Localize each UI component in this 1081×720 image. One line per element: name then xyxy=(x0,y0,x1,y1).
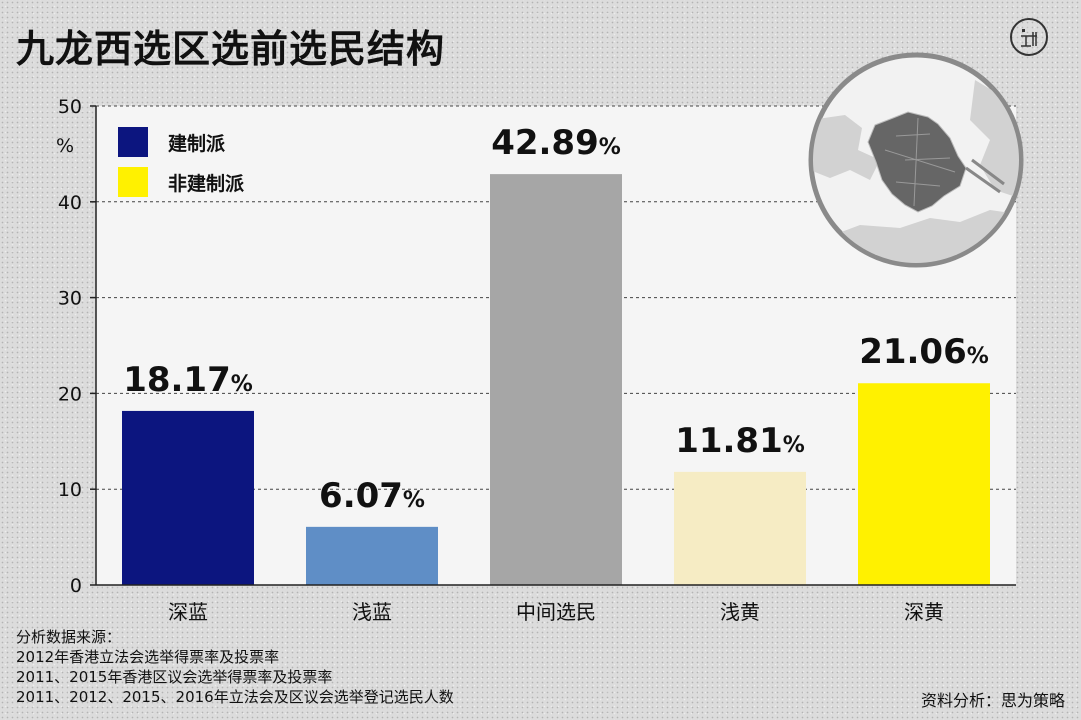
data-label-value: 18.17 xyxy=(123,360,231,400)
data-label-unit: % xyxy=(231,372,253,397)
y-tick-label: 20 xyxy=(58,383,82,405)
x-tick-label: 中间选民 xyxy=(516,600,596,624)
bar xyxy=(306,526,438,585)
bars xyxy=(122,174,990,585)
data-label: 21.06% xyxy=(859,332,989,372)
data-label-unit: % xyxy=(783,433,805,458)
y-tick-label: 0 xyxy=(70,575,82,597)
data-label-value: 6.07 xyxy=(319,476,403,516)
data-label-unit: % xyxy=(403,488,425,513)
legend-swatch xyxy=(118,167,148,197)
data-sources: 分析数据来源： 2012年香港立法会选举得票率及投票率 2011、2015年香港… xyxy=(16,627,454,707)
legend-item-pro-establishment: 建制派 xyxy=(118,122,244,162)
legend-label: 非建制派 xyxy=(168,172,245,195)
y-axis-unit: % xyxy=(56,135,74,157)
y-tick-label: 30 xyxy=(58,288,82,310)
source-line: 2011、2012、2015、2016年立法会及区议会选举登记选民人数 xyxy=(16,688,454,706)
x-tick-label: 深黄 xyxy=(904,600,944,624)
y-tick-label: 50 xyxy=(58,96,82,118)
legend-swatch xyxy=(118,127,148,157)
y-tick-label: 10 xyxy=(58,479,82,501)
sources-heading: 分析数据来源： xyxy=(16,628,122,646)
data-label-value: 11.81 xyxy=(675,421,783,461)
y-axis: 0 10 20 30 40 50 xyxy=(58,96,96,597)
category-labels: 深蓝 浅蓝 中间选民 浅黄 深黄 xyxy=(168,600,944,624)
legend-item-non-establishment: 非建制派 xyxy=(118,162,244,202)
data-label: 42.89% xyxy=(491,123,621,163)
data-label-value: 42.89 xyxy=(491,123,599,163)
data-label-value: 21.06 xyxy=(859,332,967,372)
data-label-unit: % xyxy=(599,135,621,160)
source-line: 2011、2015年香港区议会选举得票率及投票率 xyxy=(16,668,333,686)
source-line: 2012年香港立法会选举得票率及投票率 xyxy=(16,648,280,666)
x-tick-label: 深蓝 xyxy=(168,600,208,624)
bar xyxy=(490,174,622,585)
analysis-credit: 资料分析：思为策略 xyxy=(920,691,1065,710)
bar xyxy=(674,471,806,585)
page-title: 九龙西选区选前选民结构 xyxy=(16,27,446,71)
data-label: 11.81% xyxy=(675,421,805,461)
x-tick-label: 浅蓝 xyxy=(352,600,392,624)
value-labels: 18.17%6.07%42.89%11.81%21.06% xyxy=(123,123,989,516)
legend-label: 建制派 xyxy=(168,132,226,155)
data-label-unit: % xyxy=(967,344,989,369)
x-tick-label: 浅黄 xyxy=(720,600,760,624)
data-label: 6.07% xyxy=(319,476,425,516)
y-tick-label: 40 xyxy=(58,192,82,214)
duan-media-logo-icon xyxy=(1010,18,1048,56)
data-label: 18.17% xyxy=(123,360,253,400)
bar xyxy=(858,383,990,585)
bar xyxy=(122,410,254,585)
legend: 建制派 非建制派 xyxy=(118,122,244,202)
